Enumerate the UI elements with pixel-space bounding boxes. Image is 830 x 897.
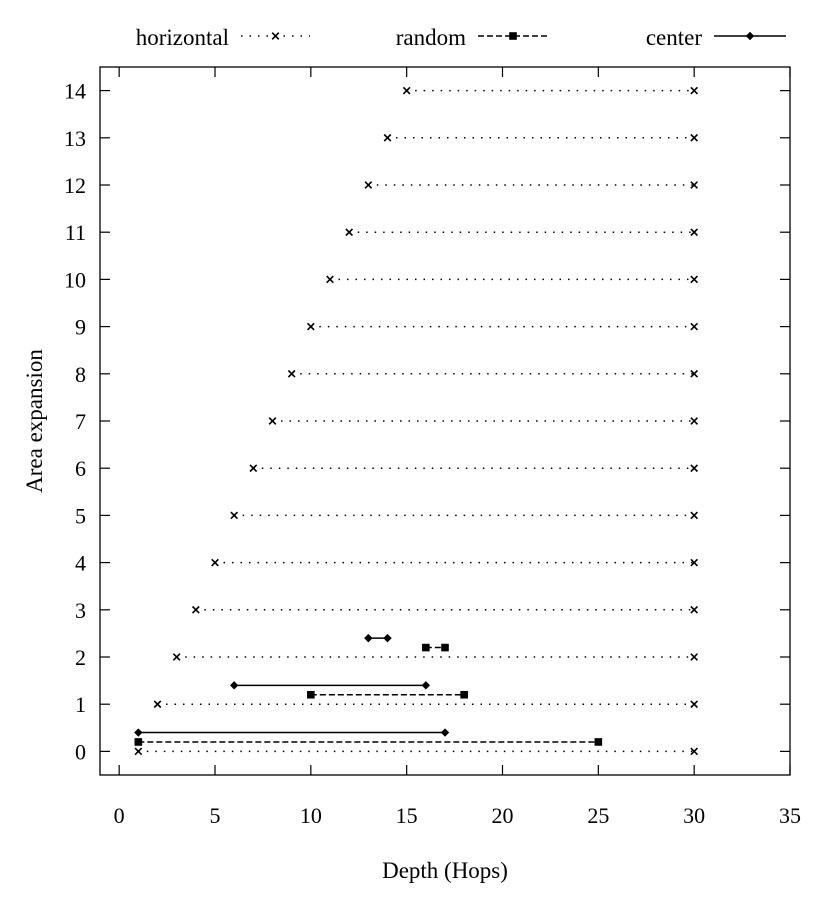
plot-marks — [134, 86, 699, 756]
data-point-horizontal — [690, 700, 699, 709]
data-point-horizontal — [690, 464, 699, 473]
y-tick-label: 14 — [64, 79, 86, 104]
data-point-horizontal — [364, 181, 373, 189]
x-tick-label: 25 — [587, 803, 609, 828]
data-point-horizontal — [690, 558, 699, 567]
data-point-center — [440, 728, 450, 737]
series-horizontal — [134, 86, 699, 756]
y-tick-label: 13 — [64, 126, 86, 151]
data-point-horizontal — [690, 417, 699, 425]
y-tick-label: 3 — [75, 598, 86, 623]
data-point-horizontal — [383, 133, 392, 142]
x-tick-label: 20 — [492, 803, 514, 828]
x-tick-label: 5 — [210, 803, 221, 828]
y-tick-label: 5 — [75, 503, 86, 528]
data-point-horizontal — [153, 700, 162, 709]
legend-label-center: center — [646, 25, 703, 50]
data-point-horizontal — [690, 228, 699, 237]
data-point-horizontal — [690, 322, 699, 331]
data-point-horizontal — [345, 228, 354, 237]
x-tick-label: 30 — [683, 803, 705, 828]
data-point-horizontal — [690, 369, 699, 378]
y-tick-label: 2 — [75, 645, 86, 670]
x-tick-label: 15 — [396, 803, 418, 828]
data-point-random — [422, 643, 430, 652]
data-point-center — [134, 728, 143, 737]
data-point-horizontal — [690, 747, 699, 756]
legend: horizontal random center — [136, 25, 786, 50]
legend-marker-random — [509, 32, 517, 40]
x-tick-label: 0 — [114, 803, 125, 828]
data-point-horizontal — [326, 275, 334, 284]
y-tick-label: 0 — [75, 739, 86, 764]
data-point-random — [307, 690, 315, 699]
data-point-horizontal — [172, 653, 181, 661]
plot-frame — [99, 66, 791, 776]
data-point-horizontal — [690, 133, 699, 142]
data-point-horizontal — [230, 511, 239, 520]
legend-marker-horizontal — [271, 32, 280, 40]
x-axis-title: Depth (Hops) — [382, 858, 508, 883]
y-tick-label: 7 — [75, 409, 86, 434]
y-tick-label: 6 — [75, 456, 86, 481]
y-axis-title: Area expansion — [22, 349, 47, 493]
data-point-horizontal — [134, 747, 143, 756]
y-tick-label: 11 — [65, 220, 86, 245]
data-point-horizontal — [249, 464, 258, 473]
legend-label-random: random — [396, 25, 466, 50]
data-point-horizontal — [690, 511, 699, 520]
y-tick-label: 1 — [75, 692, 86, 717]
data-point-horizontal — [287, 369, 296, 378]
data-point-horizontal — [690, 653, 699, 661]
data-point-horizontal — [306, 322, 315, 331]
y-tick-label: 8 — [75, 362, 86, 387]
data-point-horizontal — [191, 605, 200, 614]
data-point-center — [421, 681, 431, 690]
legend-marker-center — [745, 31, 755, 41]
y-tick-label: 10 — [64, 267, 86, 292]
series-center — [134, 633, 450, 737]
data-point-center — [364, 633, 373, 643]
data-point-horizontal — [690, 275, 699, 284]
x-tick-label: 10 — [300, 803, 322, 828]
data-point-random — [134, 738, 143, 746]
x-tick-label: 35 — [779, 803, 801, 828]
y-tick-label: 12 — [64, 173, 86, 198]
data-point-horizontal — [268, 417, 277, 425]
y-tick-label: 9 — [75, 315, 86, 340]
legend-label-horizontal: horizontal — [136, 25, 229, 50]
series-random — [134, 643, 603, 746]
data-point-horizontal — [402, 86, 411, 95]
data-point-horizontal — [690, 86, 699, 95]
data-point-random — [441, 643, 449, 652]
y-tick-label: 4 — [75, 551, 86, 576]
data-point-center — [383, 633, 392, 643]
data-point-random — [594, 738, 603, 746]
data-point-horizontal — [690, 181, 699, 189]
data-point-horizontal — [690, 605, 699, 614]
data-point-center — [229, 681, 239, 690]
data-point-horizontal — [211, 558, 219, 567]
data-point-random — [460, 690, 468, 699]
